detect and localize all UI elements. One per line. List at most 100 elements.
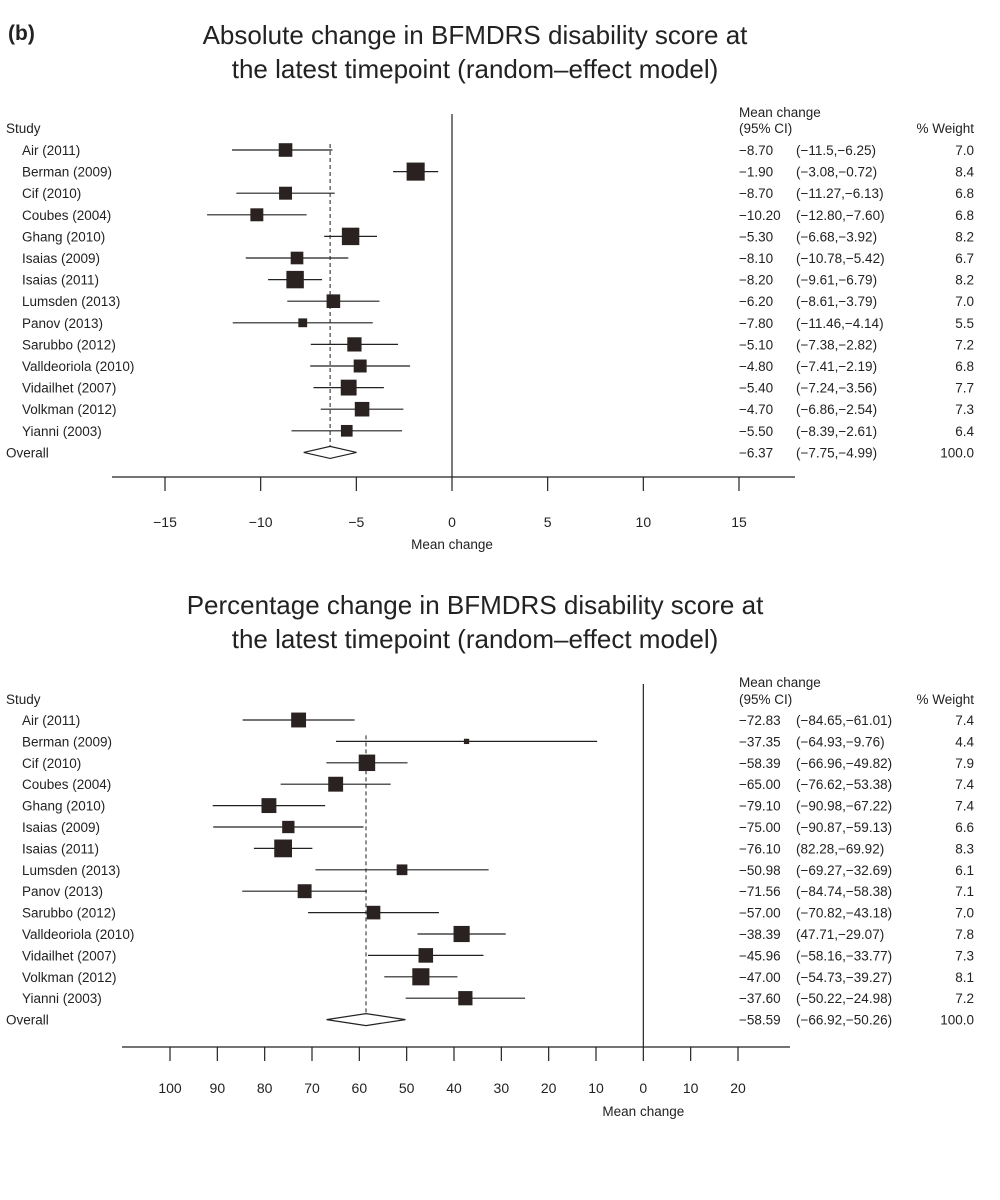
- weight-value: 4.4: [955, 734, 974, 749]
- mean-value: −58.39: [739, 756, 781, 771]
- study-label: Ghang (2010): [22, 799, 105, 814]
- weight-value: 7.7: [955, 381, 974, 396]
- x-tick-label: 5: [544, 514, 552, 530]
- mean-value: −5.30: [739, 229, 773, 244]
- weight-value: 7.0: [955, 143, 974, 158]
- point-estimate: [274, 839, 293, 858]
- study-label: Cif (2010): [22, 756, 81, 771]
- ci-value: (−66.96,−49.82): [796, 756, 892, 771]
- overall-mean: −58.59: [739, 1013, 781, 1028]
- weight-value: 7.4: [955, 713, 974, 728]
- weight-value: 7.9: [955, 756, 974, 771]
- overall-ci: (−66.92,−50.26): [796, 1013, 892, 1028]
- mean-value: −4.70: [739, 402, 773, 417]
- point-estimate: [418, 948, 434, 963]
- ci-value: (−58.16,−33.77): [796, 948, 892, 963]
- overall-weight: 100.0: [940, 1013, 974, 1028]
- chart-2-title-line1: Percentage change in BFMDRS disability s…: [186, 590, 764, 620]
- study-label: Panov (2013): [22, 316, 103, 331]
- study-label: Berman (2009): [22, 734, 112, 749]
- mean-value: −71.56: [739, 884, 781, 899]
- ci-value: (−8.61,−3.79): [796, 294, 877, 309]
- weight-value: 7.2: [955, 991, 974, 1006]
- x-tick-label: 0: [448, 514, 456, 530]
- point-estimate: [354, 401, 370, 417]
- ci-value: (−8.39,−2.61): [796, 424, 877, 439]
- overall-diamond: [303, 445, 357, 460]
- study-label: Coubes (2004): [22, 208, 111, 223]
- study-label: Valldeoriola (2010): [22, 927, 134, 942]
- study-label: Air (2011): [22, 143, 80, 158]
- weight-value: 8.2: [955, 273, 974, 288]
- mean-value: −38.39: [739, 927, 781, 942]
- study-label: Yianni (2003): [22, 424, 102, 439]
- x-tick-label: −10: [249, 514, 273, 530]
- point-estimate: [406, 162, 425, 181]
- mean-value: −79.10: [739, 799, 781, 814]
- ci-value: (−50.22,−24.98): [796, 991, 892, 1006]
- x-tick-label: 0: [639, 1080, 647, 1096]
- weight-value: 5.5: [955, 316, 974, 331]
- mean-value: −10.20: [739, 208, 781, 223]
- mean-value: −50.98: [739, 863, 781, 878]
- x-tick-label: −15: [153, 514, 177, 530]
- mean-value: −5.40: [739, 381, 773, 396]
- weight-value: 8.4: [955, 165, 974, 180]
- study-label: Volkman (2012): [22, 402, 117, 417]
- weight-value: 6.8: [955, 359, 974, 374]
- weight-value: 7.2: [955, 337, 974, 352]
- panel-label: (b): [8, 22, 35, 45]
- mean-value: −75.00: [739, 820, 781, 835]
- mean-value: −65.00: [739, 777, 781, 792]
- chart-1-title-line2: the latest timepoint (random–effect mode…: [231, 54, 719, 84]
- mean-value: −8.70: [739, 143, 773, 158]
- mean-value: −37.60: [739, 991, 781, 1006]
- point-estimate: [326, 294, 341, 308]
- weight-value: 8.3: [955, 841, 974, 856]
- study-label: Isaias (2009): [22, 820, 100, 835]
- study-label: Ghang (2010): [22, 229, 105, 244]
- ci-value: (−69.27,−32.69): [796, 863, 892, 878]
- mean-value: −8.20: [739, 273, 773, 288]
- study-label: Sarubbo (2012): [22, 906, 116, 921]
- weight-header: % Weight: [916, 121, 974, 136]
- chart-2-title-line2: the latest timepoint (random–effect mode…: [231, 624, 719, 654]
- x-tick-label: 15: [731, 514, 747, 530]
- weight-value: 6.6: [955, 820, 974, 835]
- mean-value: −37.35: [739, 734, 781, 749]
- study-label: Isaias (2011): [22, 841, 99, 856]
- overall-label: Overall: [6, 1013, 49, 1028]
- ci-value: (−11.5,−6.25): [796, 143, 876, 158]
- study-label: Volkman (2012): [22, 970, 117, 985]
- weight-value: 8.2: [955, 229, 974, 244]
- study-label: Yianni (2003): [22, 991, 102, 1006]
- study-label: Berman (2009): [22, 165, 112, 180]
- ci-value: (−3.08,−0.72): [796, 165, 877, 180]
- point-estimate: [279, 186, 293, 200]
- mean-value: −1.90: [739, 165, 773, 180]
- overall-diamond: [326, 1012, 406, 1027]
- x-tick-label: 80: [257, 1080, 273, 1096]
- study-label: Vidailhet (2007): [22, 381, 116, 396]
- ci-value: (−90.98,−67.22): [796, 799, 892, 814]
- x-tick-label: 70: [304, 1080, 320, 1096]
- weight-value: 6.1: [955, 863, 974, 878]
- mean-value: −72.83: [739, 713, 781, 728]
- point-estimate: [458, 991, 473, 1006]
- ci-value: (−90.87,−59.13): [796, 820, 892, 835]
- mean-value: −8.70: [739, 186, 773, 201]
- weight-header: % Weight: [916, 692, 974, 707]
- point-estimate: [366, 905, 381, 920]
- point-estimate: [340, 424, 353, 437]
- mean-value: −5.10: [739, 337, 773, 352]
- x-tick-label: 100: [158, 1080, 182, 1096]
- ci-value: (−76.62,−53.38): [796, 777, 892, 792]
- point-estimate: [291, 712, 307, 728]
- chart-1-title: Absolute change in BFMDRS disability sco…: [60, 18, 890, 86]
- weight-value: 8.1: [955, 970, 974, 985]
- x-tick-label: 30: [494, 1080, 510, 1096]
- overall-mean: −6.37: [739, 445, 773, 460]
- point-estimate: [453, 925, 470, 943]
- ci-value: (−54.73,−39.27): [796, 970, 892, 985]
